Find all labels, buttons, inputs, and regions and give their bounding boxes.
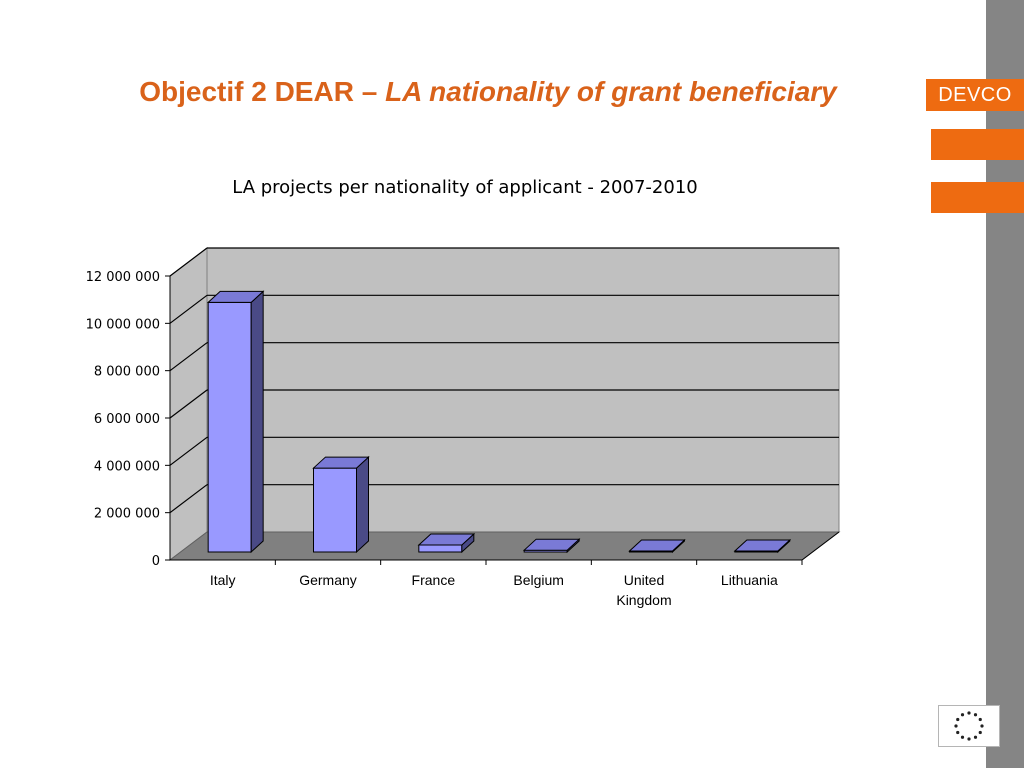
x-tick-label: Germany [299, 572, 357, 588]
bar-top [417, 533, 476, 546]
x-tick-label: United [624, 572, 664, 588]
slide-title: Objectif 2 DEAR – LA nationality of gran… [0, 76, 976, 108]
plot-floor [168, 531, 841, 561]
y-tick-label: 4 000 000 [94, 459, 160, 474]
y-tick-label: 8 000 000 [94, 365, 160, 380]
x-tick-label: France [412, 572, 456, 588]
slide-title-prefix: Objectif 2 DEAR – [139, 76, 386, 107]
x-tick-label: Lithuania [721, 572, 778, 588]
bar-side [356, 455, 369, 554]
bar-top [312, 456, 370, 469]
bar-top [206, 290, 265, 303]
eu-flag-icon [938, 705, 1000, 747]
x-tick-label: Italy [210, 572, 236, 588]
slide-title-italic: LA nationality of grant beneficiary [385, 76, 837, 107]
eu-star-icon [960, 713, 965, 717]
gridline-side [169, 247, 208, 277]
orange-accent-block-2 [931, 182, 1024, 213]
eu-star-icon [978, 730, 982, 735]
gridline-side [169, 294, 208, 324]
gridline-side [169, 342, 208, 372]
eu-star-icon [967, 737, 971, 741]
y-tick-label: 2 000 000 [94, 507, 160, 522]
gridline-side [169, 436, 208, 466]
bar-top [522, 538, 581, 551]
x-tick-label: Belgium [513, 572, 564, 588]
bar-side [250, 290, 264, 554]
devco-label: DEVCO [926, 79, 1024, 111]
x-tick-label: Kingdom [616, 592, 671, 608]
y-tick-label: 10 000 000 [86, 317, 160, 332]
eu-star-icon [960, 735, 965, 739]
eu-stars-icon [954, 711, 984, 741]
y-tick-label: 0 [152, 554, 160, 569]
gridline-side [169, 389, 208, 419]
bar-top [733, 539, 792, 552]
eu-star-icon [978, 717, 982, 722]
y-tick-label: 6 000 000 [94, 412, 160, 427]
eu-star-icon [980, 724, 984, 728]
x-axis-depth-line [801, 531, 840, 561]
eu-star-icon [956, 717, 960, 722]
y-tick-label: 12 000 000 [86, 270, 160, 285]
bar-front [418, 544, 463, 553]
eu-star-icon [973, 713, 978, 717]
orange-accent-block-1 [931, 129, 1024, 160]
eu-star-icon [956, 730, 960, 735]
bar-front [207, 301, 252, 553]
eu-star-icon [967, 711, 971, 715]
bar-top [628, 539, 686, 552]
bar-front [313, 467, 357, 553]
eu-star-icon [973, 735, 978, 739]
right-side-bar [986, 0, 1024, 768]
gridline-side [169, 484, 208, 514]
eu-star-icon [954, 724, 958, 728]
chart-title: LA projects per nationality of applicant… [232, 177, 698, 198]
